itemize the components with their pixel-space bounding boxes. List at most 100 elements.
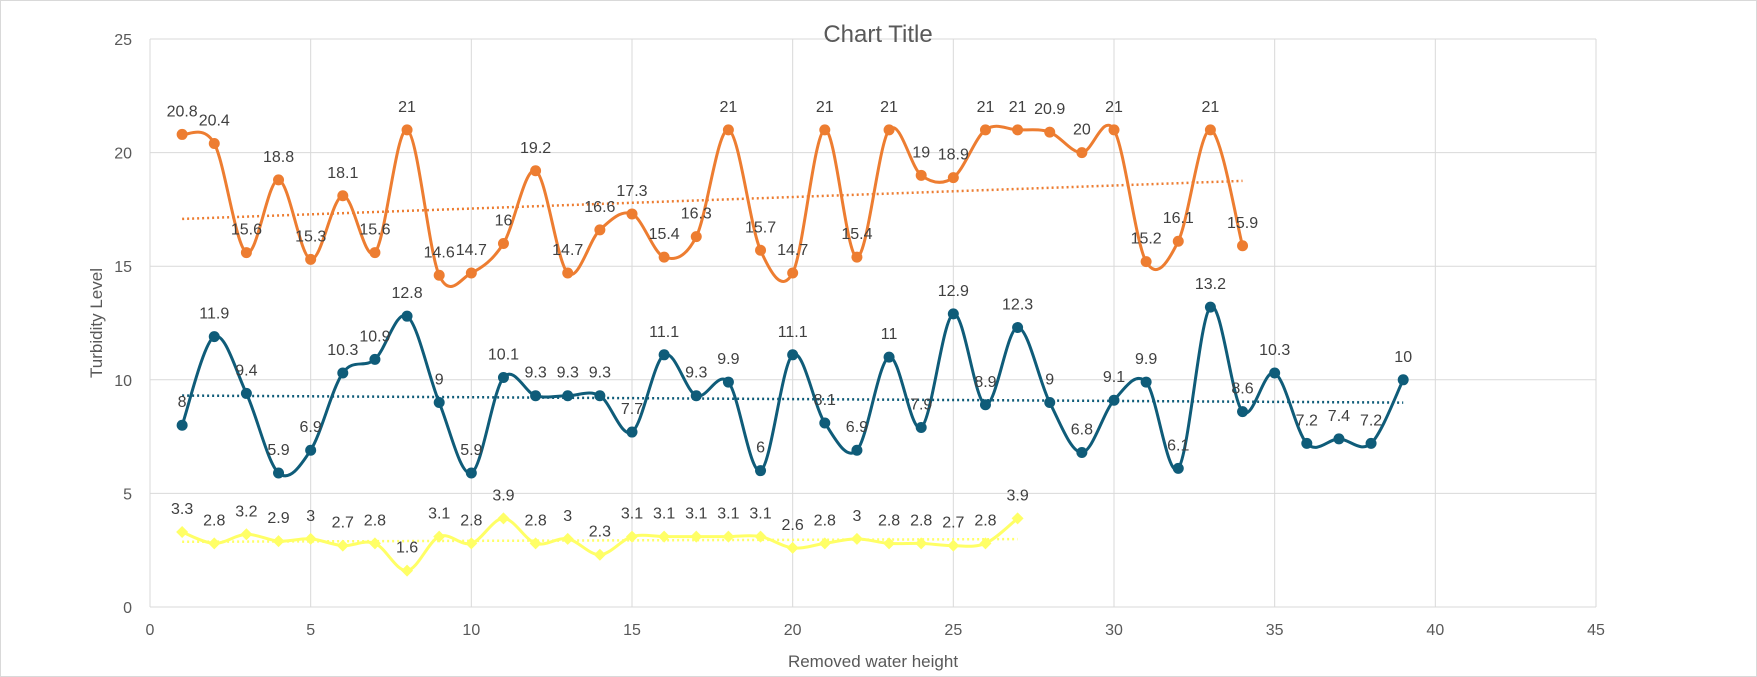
- data-label: 2.9: [267, 510, 289, 527]
- series-1-point: [369, 247, 381, 259]
- y-axis-title: Turbidity Level: [87, 268, 106, 378]
- series-1-point: [755, 244, 767, 256]
- data-label: 19.2: [520, 140, 551, 157]
- data-label: 2.8: [814, 512, 836, 529]
- data-label: 9.3: [685, 365, 707, 382]
- data-label: 15.6: [359, 222, 390, 239]
- data-label: 1.6: [396, 540, 418, 557]
- series-1-point: [1108, 124, 1120, 136]
- series-1-point: [883, 124, 895, 136]
- x-tick-label: 35: [1266, 622, 1284, 639]
- data-label: 3.1: [621, 506, 643, 523]
- series-2-point: [433, 397, 445, 409]
- series-2-point: [1076, 447, 1088, 459]
- y-tick-label: 0: [123, 600, 132, 617]
- data-label: 15.3: [295, 228, 326, 245]
- series-1-point: [947, 172, 959, 184]
- series-2-point: [240, 387, 252, 399]
- series-1-point: [337, 190, 349, 202]
- data-label: 6.9: [300, 419, 322, 436]
- series-1-point: [305, 253, 317, 265]
- series-markers: [176, 124, 1409, 577]
- series-1-point: [465, 267, 477, 279]
- series-3-point: [915, 537, 928, 550]
- series-2-point: [722, 376, 734, 388]
- data-label: 12.8: [391, 285, 422, 302]
- series-2-point: [1237, 406, 1249, 418]
- series-1-point: [979, 124, 991, 136]
- data-label: 10: [1394, 349, 1412, 366]
- series-2-point: [915, 422, 927, 434]
- data-label: 15.9: [1227, 215, 1258, 232]
- data-label: 19: [912, 144, 930, 161]
- data-label: 2.8: [364, 512, 386, 529]
- series-3-point: [626, 530, 638, 543]
- series-3-point: [722, 530, 735, 543]
- data-label: 14.7: [777, 242, 808, 259]
- series-1-point: [915, 169, 927, 181]
- data-label: 20: [1073, 122, 1091, 139]
- series-1-point: [273, 174, 285, 186]
- series-3-point: [497, 512, 510, 525]
- data-label: 2.7: [942, 515, 964, 532]
- tick-labels: 0 5 10 15 20 25 0 5 10 15 20 25 30 35 40 45: [114, 32, 1605, 639]
- data-label: 21: [816, 99, 834, 116]
- series-2-point: [1301, 437, 1313, 449]
- data-label: 3.2: [235, 503, 257, 520]
- data-label: 9.1: [1103, 369, 1125, 386]
- data-label: 6.9: [846, 419, 868, 436]
- data-label: 12.9: [938, 283, 969, 300]
- series-1-point: [240, 247, 252, 259]
- series-2-point: [755, 465, 767, 477]
- data-label: 20.8: [167, 103, 198, 120]
- data-label: 2.8: [910, 512, 932, 529]
- chart-title: Chart Title: [823, 21, 932, 48]
- data-label: 11.1: [778, 324, 808, 341]
- data-label: 2.3: [589, 524, 611, 541]
- series-2-point: [497, 372, 509, 384]
- data-label: 15.4: [649, 226, 680, 243]
- data-label: 16.1: [1163, 210, 1194, 227]
- data-label: 3: [306, 508, 315, 525]
- series-3-point: [336, 539, 349, 552]
- data-label: 9: [435, 372, 444, 389]
- data-label: 11: [881, 326, 898, 343]
- series-1-point: [401, 124, 413, 136]
- series-3-point: [658, 530, 671, 543]
- series-2-point: [465, 467, 477, 479]
- series-2-point: [1172, 462, 1184, 474]
- series-3-point: [883, 537, 896, 550]
- data-label: 9: [1045, 372, 1054, 389]
- series-1-point: [658, 251, 670, 263]
- data-label: 3.1: [717, 506, 739, 523]
- data-label: 3.1: [685, 506, 707, 523]
- x-tick-label: 10: [462, 622, 480, 639]
- series-3-point: [593, 548, 606, 561]
- data-label: 7.7: [621, 401, 643, 418]
- data-label: 15.7: [745, 219, 776, 236]
- series-3-point: [1011, 512, 1024, 525]
- series-2-point: [1365, 437, 1377, 449]
- series-2-point: [1140, 376, 1152, 388]
- series-2-point: [208, 331, 220, 343]
- data-label: 2.7: [332, 515, 354, 532]
- series-1-point: [1012, 124, 1024, 136]
- data-label: 10.3: [327, 342, 358, 359]
- series-2-point: [1269, 367, 1281, 379]
- data-label: 9.9: [1135, 351, 1157, 368]
- data-label: 2.8: [460, 512, 482, 529]
- series-1-point: [722, 124, 734, 136]
- data-label: 3.9: [1006, 487, 1028, 504]
- series-1-point: [819, 124, 831, 136]
- data-label: 6.8: [1071, 422, 1093, 439]
- series-2-point: [1108, 394, 1120, 406]
- data-label: 2.6: [782, 517, 804, 534]
- series-2-trendline: [182, 394, 1404, 404]
- series-2-point: [883, 351, 895, 363]
- series-1-point: [1044, 126, 1056, 138]
- data-label: 11.1: [649, 324, 679, 341]
- series-1-point: [497, 237, 509, 249]
- series-3-point: [690, 530, 703, 543]
- series-2-point: [690, 390, 702, 402]
- series-3-point: [754, 530, 767, 543]
